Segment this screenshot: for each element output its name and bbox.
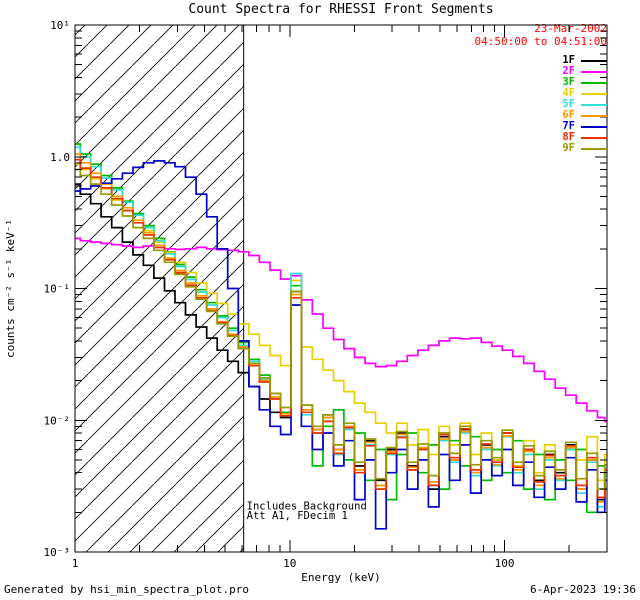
legend-label: 4F xyxy=(562,87,575,99)
detector-legend: 1F 2F 3F 4F 5F 6F 7F 8F 9F xyxy=(562,55,607,154)
legend-item-2F: 2F xyxy=(562,66,607,77)
plot-annotation: Includes Background xyxy=(247,501,367,513)
legend-line-swatch xyxy=(581,103,607,106)
legend-item-3F: 3F xyxy=(562,77,607,88)
x-tick-label: 10 xyxy=(283,557,296,570)
legend-label: 6F xyxy=(562,109,575,121)
y-tick-label: 10⁻³ xyxy=(44,546,71,559)
legend-item-7F: 7F xyxy=(562,121,607,132)
legend-label: 3F xyxy=(562,76,575,88)
x-tick-label: 100 xyxy=(495,557,515,570)
legend-label: 5F xyxy=(562,98,575,110)
legend-line-swatch xyxy=(581,59,607,62)
legend-item-8F: 8F xyxy=(562,132,607,143)
observation-time-range: 04:50:00 to 04:51:00 xyxy=(474,35,607,48)
legend-line-swatch xyxy=(581,147,607,150)
legend-line-swatch xyxy=(581,92,607,95)
generator-credit: Generated by hsi_min_spectra_plot.pro xyxy=(4,583,250,596)
legend-line-swatch xyxy=(581,114,607,117)
legend-label: 8F xyxy=(562,131,575,143)
legend-item-5F: 5F xyxy=(562,99,607,110)
legend-item-4F: 4F xyxy=(562,88,607,99)
legend-label: 7F xyxy=(562,120,575,132)
plot-annotation: Att A1, FDecim 1 xyxy=(247,510,348,522)
hatch-exclusion-region xyxy=(75,25,244,552)
legend-label: 9F xyxy=(562,142,575,154)
render-timestamp: 6-Apr-2023 19:36 xyxy=(530,583,636,596)
legend-line-swatch xyxy=(581,136,607,139)
x-tick-label: 1 xyxy=(72,557,79,570)
legend-line-swatch xyxy=(581,125,607,128)
legend-label: 2F xyxy=(562,65,575,77)
page-title: Count Spectra for RHESSI Front Segments xyxy=(188,2,494,17)
series-line-9F xyxy=(75,168,607,490)
legend-line-swatch xyxy=(581,81,607,84)
legend-line-swatch xyxy=(581,70,607,73)
y-tick-label: 1.0 xyxy=(50,151,70,164)
legend-item-1F: 1F xyxy=(562,55,607,66)
y-axis-title: counts cm⁻² s⁻¹ keV⁻¹ xyxy=(4,219,17,358)
legend-item-9F: 9F xyxy=(562,143,607,154)
legend-label: 1F xyxy=(562,54,575,66)
y-tick-label: 10⁻² xyxy=(44,414,71,427)
legend-item-6F: 6F xyxy=(562,110,607,121)
y-tick-label: 10¹ xyxy=(50,19,70,32)
x-axis-title: Energy (keV) xyxy=(301,571,380,584)
y-tick-label: 10⁻¹ xyxy=(44,283,71,296)
